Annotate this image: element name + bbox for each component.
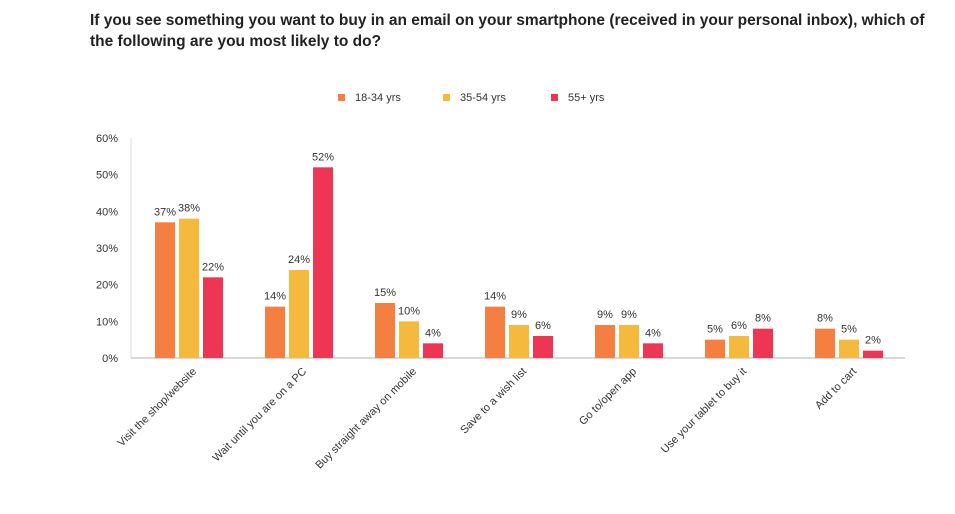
data-label: 4%: [425, 327, 441, 339]
bar: [203, 277, 223, 358]
legend-label: 55+ yrs: [568, 92, 605, 104]
data-label: 22%: [202, 261, 224, 273]
chart-title: If you see something you want to buy in …: [90, 12, 925, 50]
bar: [705, 339, 725, 358]
x-tick-label: Wait until you are on a PC: [211, 366, 310, 465]
data-label: 4%: [645, 327, 661, 339]
x-tick-label: Save to a wish list: [458, 366, 529, 437]
x-tick-label: Add to cart: [813, 366, 859, 412]
bar: [289, 270, 309, 358]
data-label: 24%: [288, 254, 310, 266]
bar: [265, 306, 285, 358]
x-tick-label: Visit the shop/website: [116, 366, 200, 450]
legend-swatch: [338, 94, 345, 101]
bar: [839, 339, 859, 358]
x-tick-label: Go to/open app: [577, 366, 639, 428]
data-label: 9%: [511, 309, 527, 321]
bar: [179, 218, 199, 358]
x-tick-label: Use your tablet to buy it: [659, 366, 749, 456]
data-label: 8%: [755, 313, 771, 325]
bar: [595, 325, 615, 358]
data-label: 15%: [374, 287, 396, 299]
y-tick-label: 30%: [96, 243, 118, 255]
bar: [863, 350, 883, 358]
data-label: 52%: [312, 151, 334, 163]
y-tick-label: 40%: [96, 206, 118, 218]
data-label: 14%: [484, 291, 506, 303]
bar: [753, 328, 773, 358]
bar: [509, 325, 529, 358]
data-label: 6%: [535, 320, 551, 332]
bar: [643, 343, 663, 358]
bar: [729, 336, 749, 358]
data-label: 5%: [707, 324, 723, 336]
bar: [375, 303, 395, 358]
x-tick-label: Buy straight away on mobile: [313, 366, 419, 472]
legend-swatch: [443, 94, 450, 101]
bar: [485, 306, 505, 358]
data-label: 38%: [178, 203, 200, 215]
bar: [155, 222, 175, 358]
data-label: 9%: [597, 309, 613, 321]
y-tick-label: 50%: [96, 170, 118, 182]
y-tick-label: 20%: [96, 280, 118, 292]
y-tick-label: 0%: [102, 353, 118, 365]
legend-label: 35-54 yrs: [460, 92, 506, 104]
data-label: 37%: [154, 206, 176, 218]
bar: [533, 336, 553, 358]
bar: [619, 325, 639, 358]
bar: [313, 167, 333, 358]
data-label: 8%: [817, 313, 833, 325]
data-label: 2%: [865, 335, 881, 347]
data-label: 10%: [398, 305, 420, 317]
data-label: 6%: [731, 320, 747, 332]
data-label: 5%: [841, 324, 857, 336]
bar: [423, 343, 443, 358]
y-tick-label: 60%: [96, 133, 118, 145]
legend-swatch: [551, 94, 558, 101]
bar: [815, 328, 835, 358]
data-label: 14%: [264, 291, 286, 303]
data-label: 9%: [621, 309, 637, 321]
y-tick-label: 10%: [96, 316, 118, 328]
legend-label: 18-34 yrs: [355, 92, 401, 104]
bar: [399, 321, 419, 358]
